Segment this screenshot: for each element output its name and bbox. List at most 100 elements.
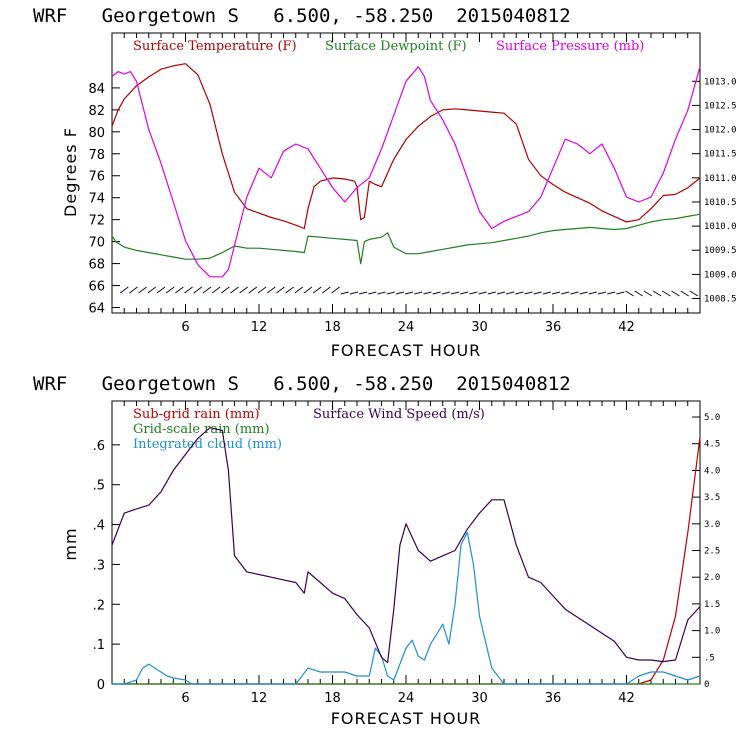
- y2-tick-label: 1012.5: [704, 101, 737, 111]
- y-tick-label: 70: [88, 236, 105, 251]
- series-line-surface-pressure-mb: [111, 66, 701, 278]
- x-tick-label: 42: [618, 320, 635, 335]
- wind-barb: [221, 286, 230, 294]
- y2-tick-label: 4.0: [704, 466, 720, 476]
- panel2-ylabel: mm: [61, 527, 80, 560]
- y-tick-label: 0: [97, 678, 105, 693]
- y-tick-label: 74: [88, 192, 105, 207]
- wind-barb: [230, 286, 239, 294]
- y2-tick-label: 1.5: [704, 600, 720, 610]
- y-tick-label: 72: [88, 214, 105, 229]
- legend-surface-pressure: Surface Pressure (mb): [496, 39, 644, 54]
- panel1-xlabel: FORECAST HOUR: [331, 341, 482, 360]
- panel2-y-ticks: 0 .1 .2 .3 .4 .5 .6: [93, 439, 120, 693]
- wind-barb: [276, 286, 285, 294]
- y2-tick-label: 5.0: [704, 413, 720, 423]
- wind-barbs: [119, 286, 699, 297]
- panel1-y-ticks: 64 66 68 70 72 74 76 78 80 82 84: [88, 82, 120, 317]
- y-tick-label: .2: [93, 598, 105, 613]
- rain-wind-panel: WRF Georgetown S 6.500, -58.250 20150408…: [33, 373, 720, 728]
- wind-barb: [643, 290, 653, 297]
- y2-tick-label: 3.5: [704, 493, 720, 503]
- wind-barb: [680, 290, 689, 297]
- wind-barb: [156, 286, 166, 294]
- x-tick-label: 36: [545, 320, 562, 335]
- wind-barb: [331, 286, 340, 294]
- x-tick-label: 18: [324, 320, 341, 335]
- wind-barb: [625, 290, 634, 297]
- wind-barb: [487, 291, 496, 295]
- wind-barb: [211, 286, 221, 294]
- panel2-xlabel: FORECAST HOUR: [331, 709, 482, 728]
- wind-barb: [597, 291, 607, 295]
- legend-surface-wind-speed: Surface Wind Speed (m/s): [313, 407, 485, 422]
- panel1-x-ticks: 6 12 18 24 30 36 42: [123, 33, 689, 335]
- wind-barb: [588, 291, 597, 295]
- y2-tick-label: 1010.5: [704, 198, 737, 208]
- wind-barb: [147, 286, 157, 294]
- wind-barb: [506, 291, 515, 295]
- wind-barb: [652, 290, 662, 297]
- wind-barb: [671, 290, 680, 297]
- wind-barb: [478, 291, 487, 295]
- y2-tick-label: 1008.5: [704, 295, 737, 305]
- x-tick-label: 24: [398, 320, 415, 335]
- y-tick-label: 64: [88, 302, 105, 317]
- y2-tick-label: 2.5: [704, 547, 720, 557]
- legend-surface-dewpoint: Surface Dewpoint (F): [325, 39, 467, 54]
- y2-tick-label: 2.0: [704, 573, 720, 583]
- x-tick-label: 6: [181, 691, 189, 706]
- x-tick-label: 36: [545, 691, 562, 706]
- y2-tick-label: 1011.0: [704, 174, 737, 184]
- panel2-series: [111, 427, 701, 685]
- wind-barb: [395, 291, 404, 295]
- y-tick-label: 76: [88, 170, 105, 185]
- wind-barb: [239, 286, 248, 294]
- wind-barb: [193, 286, 203, 294]
- wind-barb: [551, 291, 561, 295]
- series-line-sub-grid-rain-mm: [112, 436, 701, 685]
- y-tick-label: 80: [88, 126, 105, 141]
- wind-barb: [570, 291, 579, 295]
- wind-barb: [129, 286, 138, 294]
- wind-barb: [248, 286, 258, 294]
- x-tick-label: 30: [471, 691, 488, 706]
- wind-barb: [542, 291, 551, 295]
- wind-barb: [175, 286, 184, 294]
- y-tick-label: 82: [88, 104, 105, 119]
- x-tick-label: 24: [398, 691, 415, 706]
- wind-barb: [423, 291, 432, 295]
- y-tick-label: .6: [93, 439, 105, 454]
- wind-barb: [496, 291, 506, 295]
- legend-surface-temperature: Surface Temperature (F): [133, 39, 297, 54]
- wind-barb: [386, 291, 395, 295]
- wind-barb: [689, 290, 699, 297]
- legend-grid-scale-rain: Grid-scale rain (mm): [133, 422, 270, 437]
- y-tick-label: 78: [88, 148, 105, 163]
- wind-barb: [533, 291, 542, 295]
- wind-barb: [349, 291, 359, 295]
- wind-barb: [441, 291, 450, 295]
- wind-barb: [414, 291, 423, 295]
- panel1-ylabel: Degrees F: [61, 127, 80, 217]
- wind-barb: [340, 291, 349, 295]
- panel1-y2-ticks: 1008.5 1009.0 1009.5 1010.0 1010.5 1011.0 1011…: [692, 77, 737, 305]
- wind-barb: [432, 291, 441, 295]
- wind-barb: [515, 291, 524, 295]
- y-tick-label: 68: [88, 258, 105, 273]
- y-tick-label: 84: [88, 82, 105, 97]
- wind-barb: [561, 291, 570, 295]
- wind-barb: [165, 286, 175, 294]
- y2-tick-label: 1.0: [704, 627, 720, 637]
- y-tick-label: .5: [93, 479, 105, 494]
- panel1-plot-frame: [111, 32, 701, 314]
- series-line-surface-wind-speed-m-s: [111, 427, 701, 664]
- wind-barb: [634, 290, 644, 297]
- y2-tick-label: 1009.0: [704, 270, 737, 280]
- y2-tick-label: .5: [704, 653, 715, 663]
- wind-barb: [404, 291, 414, 295]
- wind-barb: [579, 291, 588, 295]
- wind-barb: [524, 291, 533, 295]
- wind-barb: [469, 291, 478, 295]
- y-tick-label: .3: [93, 558, 105, 573]
